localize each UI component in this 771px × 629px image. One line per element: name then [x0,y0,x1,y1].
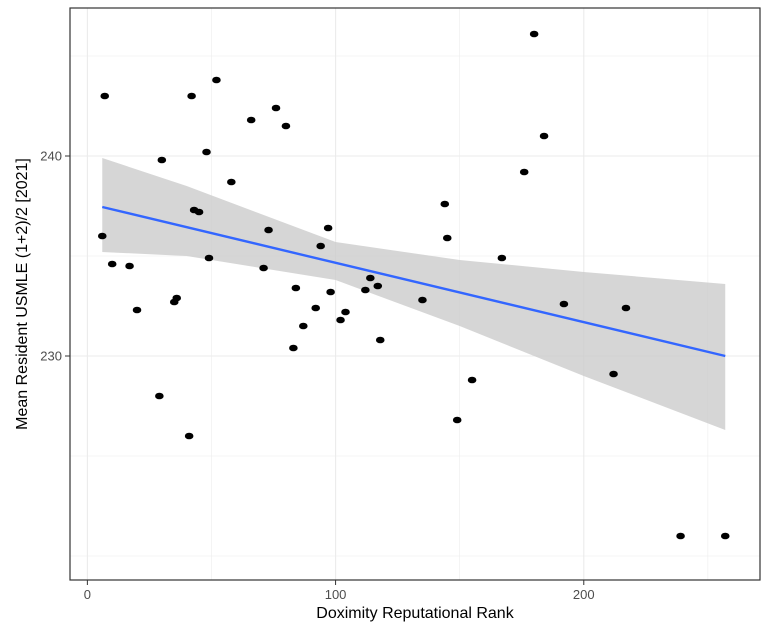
data-point [440,200,450,208]
plot-frame [69,7,761,581]
trend-line [101,205,726,358]
data-point [157,156,167,164]
data-point [497,254,507,262]
y-tick-label: 240 [40,149,62,164]
data-point [264,226,273,234]
data-point [361,286,370,294]
data-point [100,92,110,100]
data-point [375,336,385,344]
data-point [467,376,477,384]
x-tick-label: 200 [573,587,595,602]
data-point [107,260,117,268]
data-point [202,148,211,156]
data-point [289,344,298,352]
data-points [97,30,730,540]
data-point [373,282,383,290]
confidence-band [102,158,726,430]
data-point [125,262,134,270]
data-point [676,532,685,540]
data-point [442,234,452,242]
data-point [271,104,281,112]
data-point [246,116,256,124]
data-point [452,416,462,424]
data-point [172,294,182,302]
data-point [519,168,529,176]
data-point [97,232,107,240]
y-axis-title: Mean Resident USMLE (1+2)/2 [2021] [14,158,31,430]
data-point [720,532,730,540]
data-point [281,122,291,130]
data-point [559,300,569,308]
data-point [539,132,549,140]
data-point [609,370,618,378]
x-axis-title: Doximity Reputational Rank [316,605,514,622]
data-point [204,254,214,262]
data-point [299,322,308,330]
data-point [326,288,335,296]
data-point [529,30,539,38]
data-point [341,308,350,316]
data-point [311,304,321,312]
y-tick-label: 230 [40,349,62,364]
data-point [366,274,375,282]
data-point [187,92,196,100]
data-point [316,242,325,250]
data-point [323,224,333,232]
data-point [132,306,142,314]
data-point [259,264,268,272]
data-point [621,304,631,312]
data-point [212,76,221,84]
x-tick-label: 0 [84,587,91,602]
data-point [336,316,345,324]
data-point [227,178,236,186]
data-point [418,296,427,304]
data-point [184,432,194,440]
data-point [291,284,301,292]
data-point [194,208,204,216]
axis-ticks: 0 100 200 230 240 [40,149,594,603]
x-tick-label: 100 [325,587,347,602]
data-point [155,392,164,400]
